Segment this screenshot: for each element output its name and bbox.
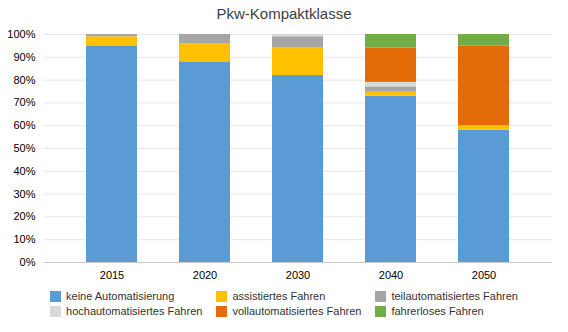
svg-text:20%: 20% (13, 210, 35, 222)
svg-text:0%: 0% (20, 256, 36, 268)
html-text:hochautomatisiertes Fahren: hochautomatisiertes Fahren (66, 305, 203, 317)
svg-text:10%: 10% (13, 233, 35, 245)
svg-text:100%: 100% (7, 28, 35, 40)
svg-text:90%: 90% (13, 51, 35, 63)
html-text:Pkw-Kompaktklasse: Pkw-Kompaktklasse (216, 5, 352, 22)
html-text:vollautomatisiertes Fahren: vollautomatisiertes Fahren (232, 305, 362, 317)
svg-text:50%: 50% (13, 142, 35, 154)
svg-text:2050: 2050 (472, 269, 496, 281)
svg-text:40%: 40% (13, 165, 35, 177)
svg-text:2040: 2040 (379, 269, 403, 281)
svg-text:60%: 60% (13, 119, 35, 131)
html-text:fahrerloses Fahren: fahrerloses Fahren (391, 305, 484, 317)
svg-text:2020: 2020 (193, 269, 217, 281)
svg-text:70%: 70% (13, 96, 35, 108)
svg-text:2030: 2030 (286, 269, 310, 281)
svg-text:80%: 80% (13, 74, 35, 86)
html-text:teilautomatisiertes Fahren: teilautomatisiertes Fahren (391, 290, 518, 302)
html-text:assistiertes Fahren: assistiertes Fahren (232, 290, 326, 302)
svg-text:2015: 2015 (100, 269, 124, 281)
html-text:keine Automatisierung: keine Automatisierung (66, 290, 175, 302)
svg-text:30%: 30% (13, 188, 35, 200)
